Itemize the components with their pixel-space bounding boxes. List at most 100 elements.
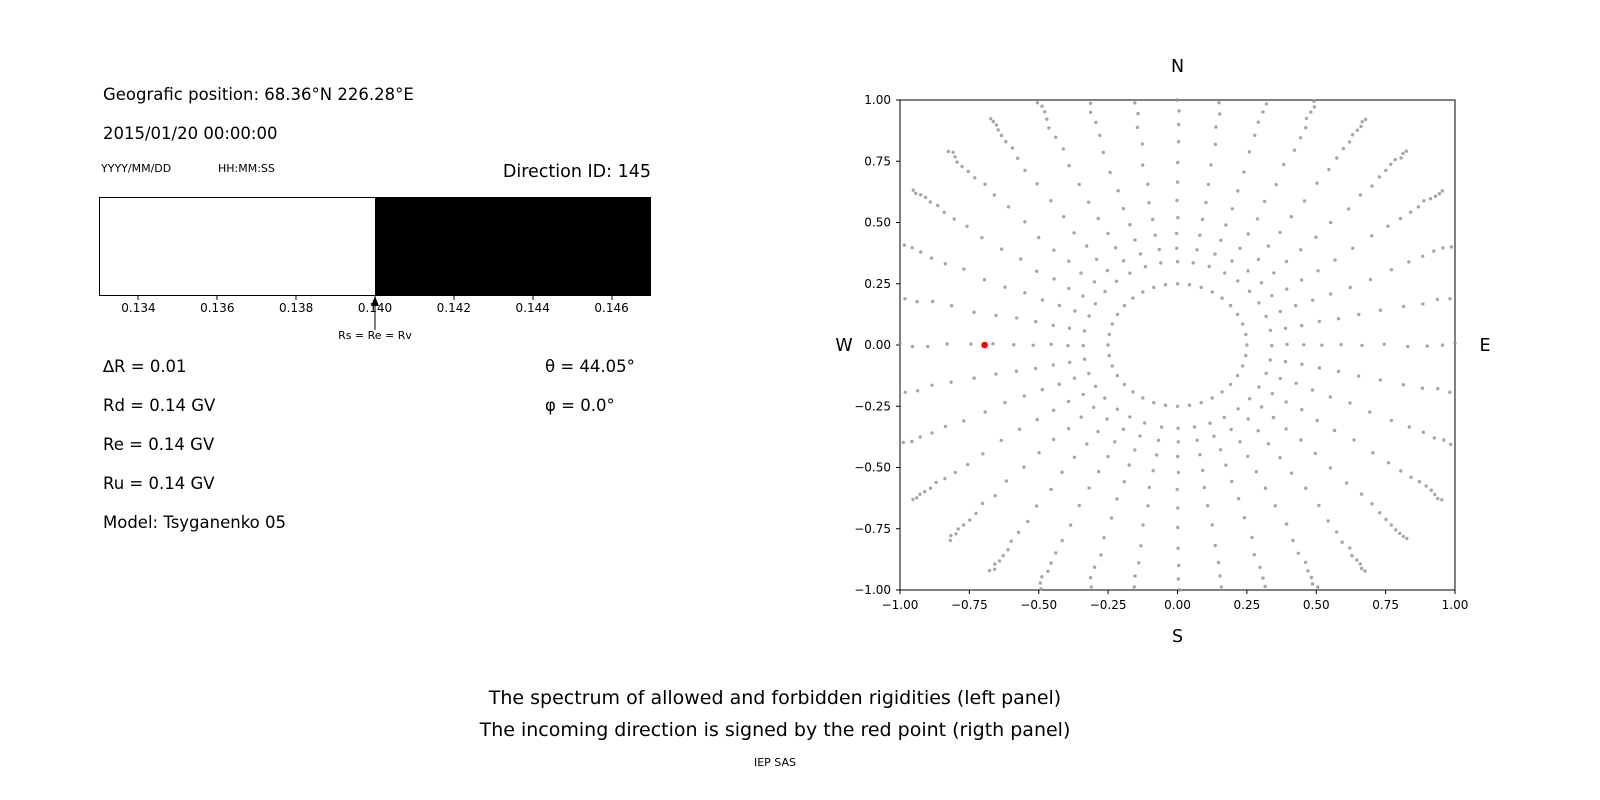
trajectory-dot (1245, 343, 1249, 347)
trajectory-dot (923, 490, 927, 494)
trajectory-dot (1163, 403, 1168, 407)
trajectory-dot (1448, 390, 1452, 394)
y-tick-label: −0.25 (854, 399, 891, 413)
trajectory-dot (1299, 438, 1303, 442)
trajectory-dot (1241, 322, 1245, 326)
trajectory-dot (1317, 319, 1321, 324)
trajectory-dot (1299, 248, 1303, 252)
trajectory-dot (915, 299, 919, 304)
trajectory-dot (1270, 294, 1274, 298)
trajectory-dot (992, 193, 996, 197)
trajectory-dot (1143, 265, 1148, 269)
trajectory-dot (1087, 314, 1091, 318)
direction-id-label: Direction ID: 145 (502, 162, 651, 182)
trajectory-dot (1141, 290, 1145, 294)
trajectory-dot (1328, 395, 1332, 399)
trajectory-dot (1151, 217, 1155, 222)
trajectory-dot (1052, 248, 1056, 252)
trajectory-dot (1140, 142, 1145, 146)
trajectory-dot (1141, 163, 1145, 167)
trajectory-dot (1316, 585, 1320, 589)
trajectory-dot (1014, 369, 1019, 373)
trajectory-dot (954, 532, 958, 536)
trajectory-dot (1015, 316, 1019, 320)
trajectory-dot (1133, 448, 1137, 452)
trajectory-dot (1274, 182, 1278, 187)
trajectory-dot (994, 313, 998, 318)
trajectory-dot (1292, 148, 1297, 152)
trajectory-dot (945, 342, 949, 346)
trajectory-dot (1195, 248, 1199, 252)
trajectory-dot (1285, 342, 1289, 347)
trajectory-dot (1300, 362, 1304, 366)
trajectory-dot (1067, 259, 1071, 263)
trajectory-dot (1315, 181, 1319, 185)
trajectory-dot (1355, 558, 1359, 562)
trajectory-dot (911, 497, 915, 502)
trajectory-dot (1368, 410, 1372, 414)
trajectory-dot (1060, 470, 1064, 474)
trajectory-dot (999, 247, 1004, 251)
trajectory-dot (1278, 376, 1282, 381)
trajectory-dot (1437, 192, 1442, 196)
trajectory-dot (1236, 279, 1240, 283)
trajectory-dot (1153, 233, 1157, 237)
date-format-label: YYYY/MM/DD (101, 162, 172, 175)
trajectory-dot (1175, 260, 1180, 264)
trajectory-dot (1066, 343, 1070, 348)
trajectory-dot (1238, 440, 1242, 444)
trajectory-dot (1133, 238, 1137, 242)
trajectory-dot (991, 119, 995, 124)
trajectory-dot (1210, 523, 1214, 527)
trajectory-dot (1358, 562, 1362, 566)
trajectory-dot (1023, 291, 1027, 295)
trajectory-dot (1219, 585, 1224, 589)
trajectory-dot (1077, 503, 1081, 508)
trajectory-dot (1256, 257, 1261, 262)
trajectory-dot (1416, 205, 1421, 209)
trajectory-dot (1346, 207, 1351, 211)
trajectory-dot (1009, 539, 1013, 543)
trajectory-dot (1214, 125, 1218, 129)
trajectory-dot (1236, 497, 1241, 501)
trajectory-dot (1072, 231, 1076, 235)
trajectory-dot (974, 511, 978, 516)
trajectory-dot (1210, 396, 1214, 400)
trajectory-dot (1340, 540, 1344, 544)
trajectory-dot (1224, 463, 1228, 467)
trajectory-dot (948, 538, 952, 543)
trajectory-dot (1304, 486, 1308, 490)
trajectory-dot (1176, 506, 1180, 510)
trajectory-dot (1289, 471, 1294, 475)
trajectory-dot (1389, 418, 1394, 423)
trajectory-dot (901, 440, 905, 445)
trajectory-dot (980, 236, 984, 240)
trajectory-dot (1113, 246, 1118, 250)
trajectory-dot (1255, 217, 1260, 221)
trajectory-dot (1141, 396, 1145, 400)
trajectory-dot (1051, 437, 1056, 442)
trajectory-dot (1079, 415, 1083, 419)
trajectory-dot (929, 256, 934, 260)
trajectory-dot (1213, 252, 1217, 256)
trajectory-dot (1254, 470, 1258, 474)
trajectory-dot (1122, 480, 1126, 484)
trajectory-dot (1218, 448, 1223, 452)
trajectory-dot (1328, 466, 1333, 470)
trajectory-dot (1422, 199, 1426, 203)
trajectory-dot (1110, 322, 1114, 326)
trajectory-dot (1152, 285, 1156, 290)
trajectory-dot (1332, 428, 1337, 433)
trajectory-dot (987, 568, 992, 573)
trajectory-dot (1040, 387, 1044, 392)
trajectory-dot (1435, 297, 1440, 302)
trajectory-dot (1250, 535, 1254, 540)
trajectory-dot (1303, 560, 1308, 564)
trajectory-dot (1348, 285, 1352, 290)
trajectory-dot (1266, 442, 1271, 446)
trajectory-dot (1121, 206, 1126, 211)
trajectory-dot (1220, 390, 1224, 394)
trajectory-dot (1300, 323, 1304, 328)
trajectory-dot (1068, 523, 1073, 527)
trajectory-dot (1099, 553, 1103, 557)
